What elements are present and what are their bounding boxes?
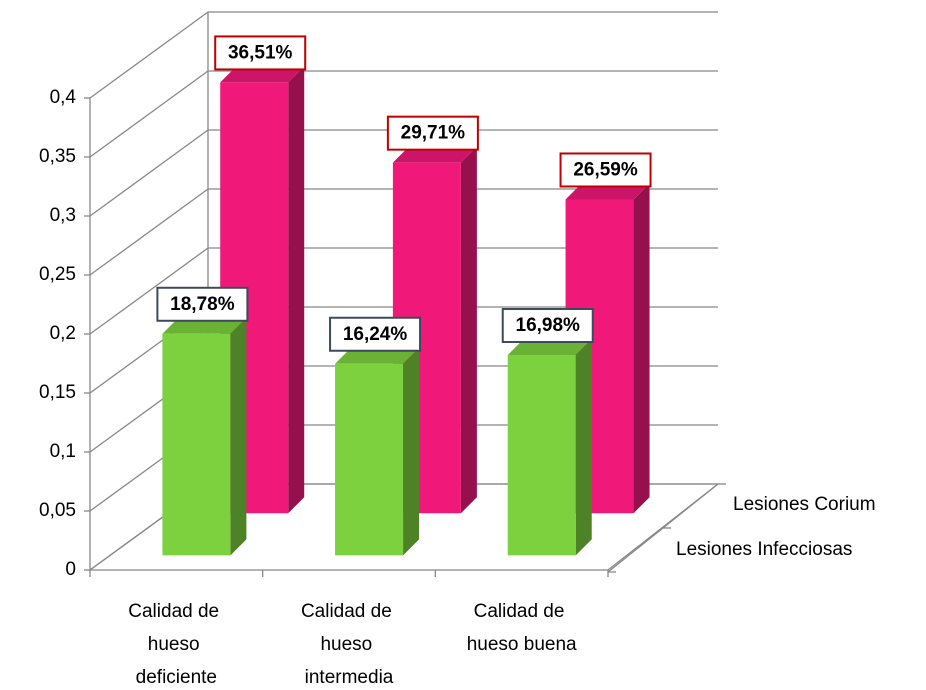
x-tick-label: Calidad de hueso intermedia	[301, 601, 397, 688]
value-label: 36,51%	[228, 42, 293, 63]
value-label: 16,24%	[343, 324, 408, 345]
bar-side	[230, 317, 247, 556]
grid-line	[89, 11, 718, 99]
y-tick-label: 0,2	[50, 323, 76, 344]
value-label: 29,71%	[401, 123, 466, 144]
bar-front	[162, 333, 231, 556]
y-tick-label: 0,35	[39, 146, 76, 167]
y-tick-label: 0,3	[50, 205, 76, 226]
bar	[162, 317, 247, 556]
bar-side	[403, 347, 420, 556]
value-label-box	[386, 115, 479, 151]
bar-side	[633, 183, 650, 514]
bar	[335, 347, 420, 556]
grid-line	[89, 188, 718, 276]
bar-side	[575, 339, 592, 556]
y-tick-label: 0,15	[39, 382, 76, 403]
x-tick-label: Calidad de hueso deficiente	[128, 601, 224, 688]
value-label-box	[501, 308, 594, 344]
legend-label: Lesiones Corium	[733, 494, 876, 515]
bar-side	[288, 66, 305, 514]
grid-line	[89, 129, 718, 217]
grid-line	[89, 247, 718, 335]
value-label: 26,59%	[573, 159, 638, 180]
value-label-box	[156, 286, 249, 322]
bar	[507, 339, 592, 556]
bar-front	[507, 355, 576, 556]
y-tick-label: 0,4	[50, 87, 77, 108]
legend-label: Lesiones Infecciosas	[676, 539, 852, 560]
x-tick-label: Calidad de hueso buena	[467, 601, 577, 655]
value-label-box	[329, 316, 422, 352]
y-tick-label: 0,1	[50, 441, 76, 462]
y-tick-label: 0	[65, 559, 76, 580]
value-label: 18,78%	[170, 294, 235, 315]
y-tick-label: 0,25	[39, 264, 76, 285]
value-label-box	[559, 152, 652, 188]
bar-front	[335, 363, 404, 556]
y-tick-label: 0,05	[39, 500, 76, 521]
bar-side	[460, 146, 477, 514]
value-label-box	[214, 35, 307, 71]
grid-line	[89, 70, 718, 158]
value-label: 16,98%	[516, 315, 581, 336]
